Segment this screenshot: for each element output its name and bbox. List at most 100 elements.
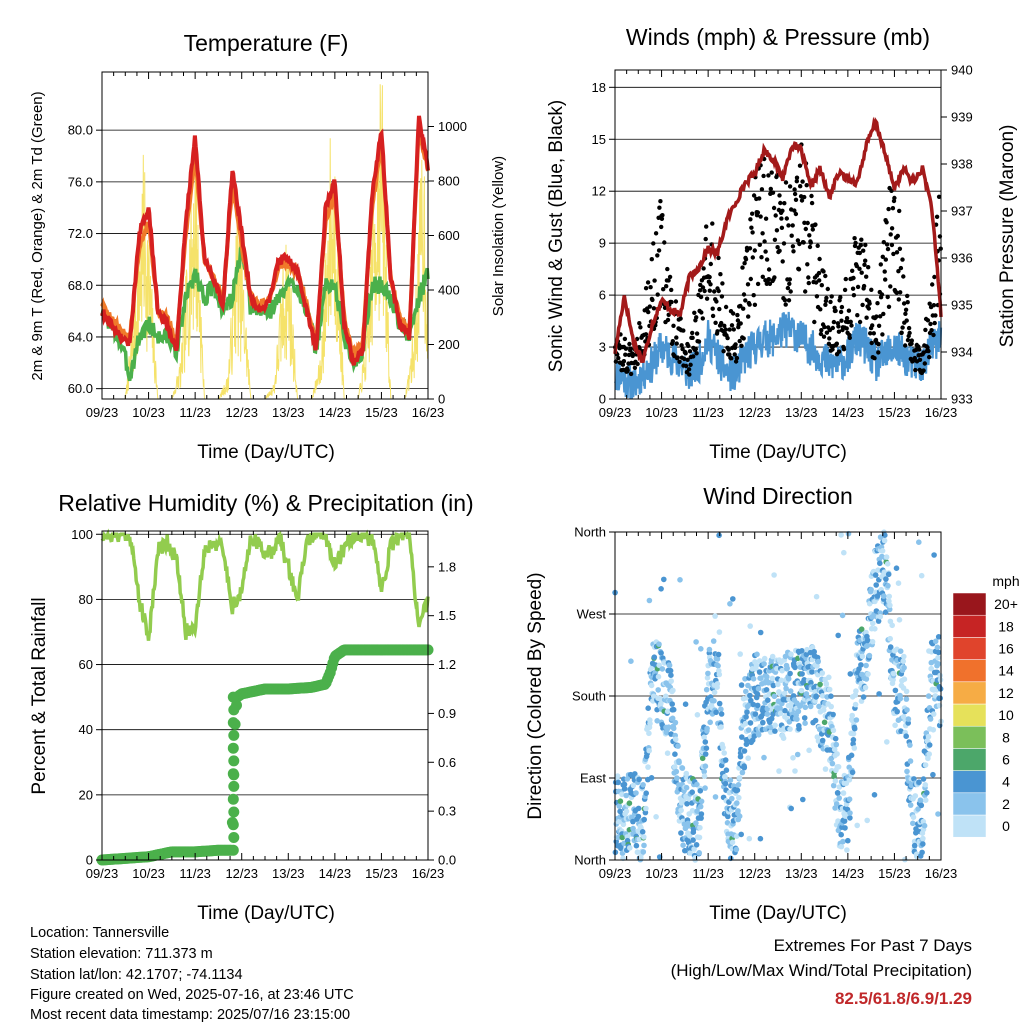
wind-direction-point xyxy=(699,755,706,762)
wind-direction-point xyxy=(702,763,709,769)
humidity-x-tick-label: 09/23 xyxy=(86,866,119,881)
precip-point xyxy=(227,717,239,729)
gust-point xyxy=(812,319,817,325)
wind-direction-point xyxy=(814,663,820,669)
temperature-y-ticks: 60.0 64.0 68.0 72.0 76.0 80.0 xyxy=(68,123,102,396)
wind-direction-point xyxy=(868,586,874,593)
gust-point xyxy=(928,321,933,327)
wind-direction-point xyxy=(841,818,848,824)
wind-direction-point xyxy=(672,751,678,757)
gust-point xyxy=(904,318,909,323)
gust-point xyxy=(686,367,692,372)
wind-direction-point xyxy=(847,671,854,677)
wind-direction-point xyxy=(718,724,724,730)
gust-point xyxy=(732,352,737,357)
gust-point xyxy=(866,265,871,270)
gust-point xyxy=(716,288,721,294)
gust-point xyxy=(895,233,900,239)
wind-direction-point xyxy=(889,622,895,629)
gust-point xyxy=(687,349,693,354)
gust-point xyxy=(801,240,806,245)
gust-point xyxy=(758,214,763,219)
gust-point xyxy=(841,347,847,352)
gust-point xyxy=(873,337,879,343)
wind-direction-point xyxy=(747,623,753,629)
colorbar-swatch xyxy=(952,592,987,616)
wind-direction-point xyxy=(838,843,845,850)
wind-direction-point xyxy=(730,596,736,602)
wind-direction-point xyxy=(668,672,674,678)
winds-x-tick-label: 13/23 xyxy=(785,405,818,420)
humidity-y-tick-label: 20 xyxy=(79,787,93,802)
wind-direction-point xyxy=(716,629,723,635)
extremes-subtitle: (High/Low/Max Wind/Total Precipitation) xyxy=(671,961,972,980)
gust-point xyxy=(850,268,855,273)
winds-y-label: Sonic Wind & Gust (Blue, Black) xyxy=(546,100,567,372)
wind-direction-point xyxy=(770,682,777,689)
gust-point xyxy=(766,173,771,178)
wind-direction-point xyxy=(840,838,846,845)
colorbar-label: 2 xyxy=(1002,796,1010,812)
wind-direction-point xyxy=(706,646,713,653)
wind-direction-title: Wind Direction xyxy=(703,483,853,509)
gust-point xyxy=(761,173,766,179)
gust-point xyxy=(775,245,780,250)
temperature-y-tick-label: 80.0 xyxy=(68,123,93,138)
gust-point xyxy=(692,310,697,315)
wind-direction-x-ticks: 09/23 10/23 11/23 12/23 13/23 14/23 15/23 16/23 xyxy=(599,532,957,881)
gust-point xyxy=(774,228,780,233)
wind-direction-point xyxy=(823,681,830,687)
wind-direction-point xyxy=(882,609,889,615)
wind-direction-point xyxy=(931,552,937,558)
gust-point xyxy=(802,194,807,200)
wind-direction-point xyxy=(718,711,725,717)
wind-direction-point xyxy=(833,801,840,807)
wind-direction-point xyxy=(694,712,701,718)
gust-point xyxy=(929,328,934,333)
wind-direction-point xyxy=(674,775,680,781)
wind-direction-point xyxy=(757,658,763,664)
wind-direction-point xyxy=(760,719,766,726)
wind-direction-point xyxy=(763,687,770,693)
wind-direction-point xyxy=(643,790,649,796)
wind-direction-point xyxy=(663,693,669,700)
wind-direction-point xyxy=(858,626,865,632)
gust-point xyxy=(927,301,932,306)
gust-point xyxy=(786,223,791,228)
gust-point xyxy=(694,351,699,356)
wind-direction-point xyxy=(840,790,847,796)
wind-direction-x-tick-label: 11/23 xyxy=(692,866,724,881)
gust-point xyxy=(769,170,774,175)
wind-direction-point xyxy=(819,670,826,676)
gust-point xyxy=(743,257,749,262)
wind-direction-point xyxy=(628,658,634,664)
wind-direction-point xyxy=(616,818,622,825)
wind-direction-point xyxy=(769,653,776,660)
wind-direction-point xyxy=(645,705,651,711)
precip-point xyxy=(227,844,239,856)
gust-point xyxy=(739,343,744,348)
wind-direction-point xyxy=(846,777,853,783)
gust-point xyxy=(651,241,656,246)
wind-direction-point xyxy=(733,846,740,853)
extremes-values: 82.5/61.8/6.9/1.29 xyxy=(835,989,972,1008)
wind-direction-point xyxy=(845,837,851,844)
wind-direction-point xyxy=(657,695,663,702)
humidity-y-right-tick-label: 1.8 xyxy=(438,559,456,574)
wind-direction-point xyxy=(779,667,785,674)
gust-point xyxy=(750,230,755,235)
precip-point xyxy=(227,742,239,754)
wind-direction-point xyxy=(635,805,642,812)
wind-direction-point xyxy=(633,790,639,796)
gust-point xyxy=(731,311,736,316)
wind-direction-point xyxy=(920,841,926,847)
gust-point xyxy=(844,326,849,331)
wind-direction-point xyxy=(703,686,710,693)
humidity-x-tick-label: 12/23 xyxy=(225,866,258,881)
winds-y-tick-label: 18 xyxy=(592,80,606,95)
wind-direction-point xyxy=(736,794,742,801)
wind-direction-point xyxy=(916,539,922,545)
wind-direction-point xyxy=(718,706,724,712)
wind-direction-point xyxy=(696,850,702,856)
humidity-y-label: Percent & Total Rainfall xyxy=(29,597,50,794)
